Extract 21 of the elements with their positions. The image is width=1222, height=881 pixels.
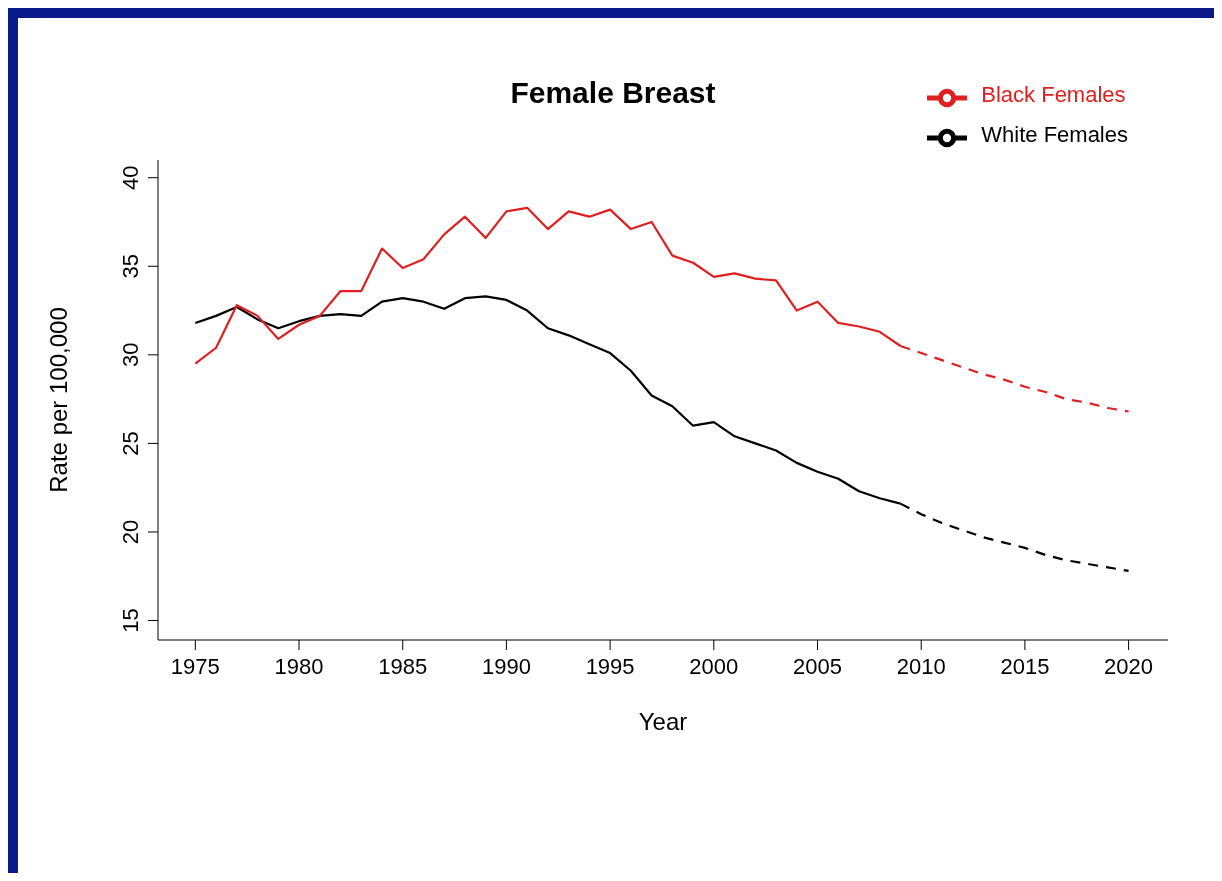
x-tick-label: 1975 [170, 653, 220, 679]
x-tick-label: 2015 [1000, 653, 1050, 679]
x-tick-label: 1980 [274, 653, 324, 679]
y-axis-title: Rate per 100,000 [44, 307, 72, 493]
y-tick-label: 35 [118, 254, 143, 279]
x-axis-title: Year [638, 708, 688, 735]
y-tick-label: 25 [118, 431, 143, 456]
x-tick-label: 2010 [896, 653, 946, 679]
y-tick-label: 40 [118, 165, 143, 190]
x-tick-label: 1985 [378, 653, 428, 679]
x-tick-label: 2000 [689, 653, 739, 679]
y-tick-label: 20 [118, 519, 143, 545]
x-tick-label: 1995 [585, 653, 635, 679]
chart-title: Female Breast [510, 76, 716, 109]
y-tick-label: 15 [118, 608, 143, 633]
x-tick-label: 2005 [793, 653, 842, 679]
x-tick-label: 1990 [481, 653, 531, 679]
legend-label: White Females [981, 122, 1128, 148]
y-tick-label: 30 [118, 342, 143, 368]
legend-label: Black Females [981, 82, 1126, 108]
x-tick-label: 2020 [1104, 653, 1154, 679]
